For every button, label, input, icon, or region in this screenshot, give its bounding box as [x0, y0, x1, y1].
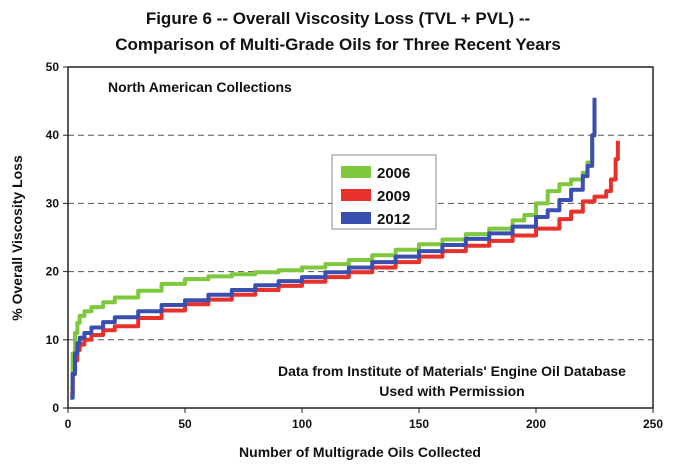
x-tick-label-250: 250 — [643, 417, 663, 431]
legend-items: 2006 2009 2012 — [341, 165, 410, 228]
legend-swatch-2006 — [341, 166, 371, 178]
y-tick-label-0: 0 — [52, 401, 59, 415]
x-tick-label-150: 150 — [409, 417, 429, 431]
x-axis-title: Number of Multigrade Oils Collected — [239, 444, 481, 460]
x-tick-label-0: 0 — [65, 417, 72, 431]
y-tick-label-10: 10 — [46, 333, 60, 347]
legend-swatch-2012 — [341, 212, 371, 224]
legend-label-2012: 2012 — [377, 211, 410, 228]
legend-label-2006: 2006 — [377, 165, 410, 182]
series-lines — [70, 97, 620, 400]
series-line-2006 — [70, 101, 597, 390]
y-tick-label-40: 40 — [46, 128, 60, 142]
legend: 2006 2009 2012 — [331, 154, 437, 230]
y-axis-title: % Overall Viscosity Loss — [9, 155, 25, 321]
x-tick-label-100: 100 — [292, 417, 312, 431]
x-tick-label-200: 200 — [526, 417, 546, 431]
legend-swatch-2009 — [341, 189, 371, 201]
axis-ticks: 0 50 100 150 200 250 0 10 20 30 40 50 — [46, 60, 664, 431]
region-annotation: North American Collections — [108, 79, 292, 95]
chart-title-line-2: Comparison of Multi-Grade Oils for Three… — [115, 35, 561, 54]
x-tick-label-50: 50 — [178, 417, 192, 431]
source-annotation-line-2: Used with Permission — [379, 383, 524, 399]
plot-area-frame — [67, 66, 654, 409]
y-tick-label-20: 20 — [46, 265, 60, 279]
series-line-2012 — [70, 97, 597, 400]
y-tick-label-30: 30 — [46, 196, 60, 210]
y-tick-label-50: 50 — [46, 60, 60, 74]
legend-label-2009: 2009 — [377, 188, 410, 205]
source-annotation-line-1: Data from Institute of Materials' Engine… — [278, 363, 626, 379]
chart-title-line-1: Figure 6 -- Overall Viscosity Loss (TVL … — [146, 9, 530, 28]
